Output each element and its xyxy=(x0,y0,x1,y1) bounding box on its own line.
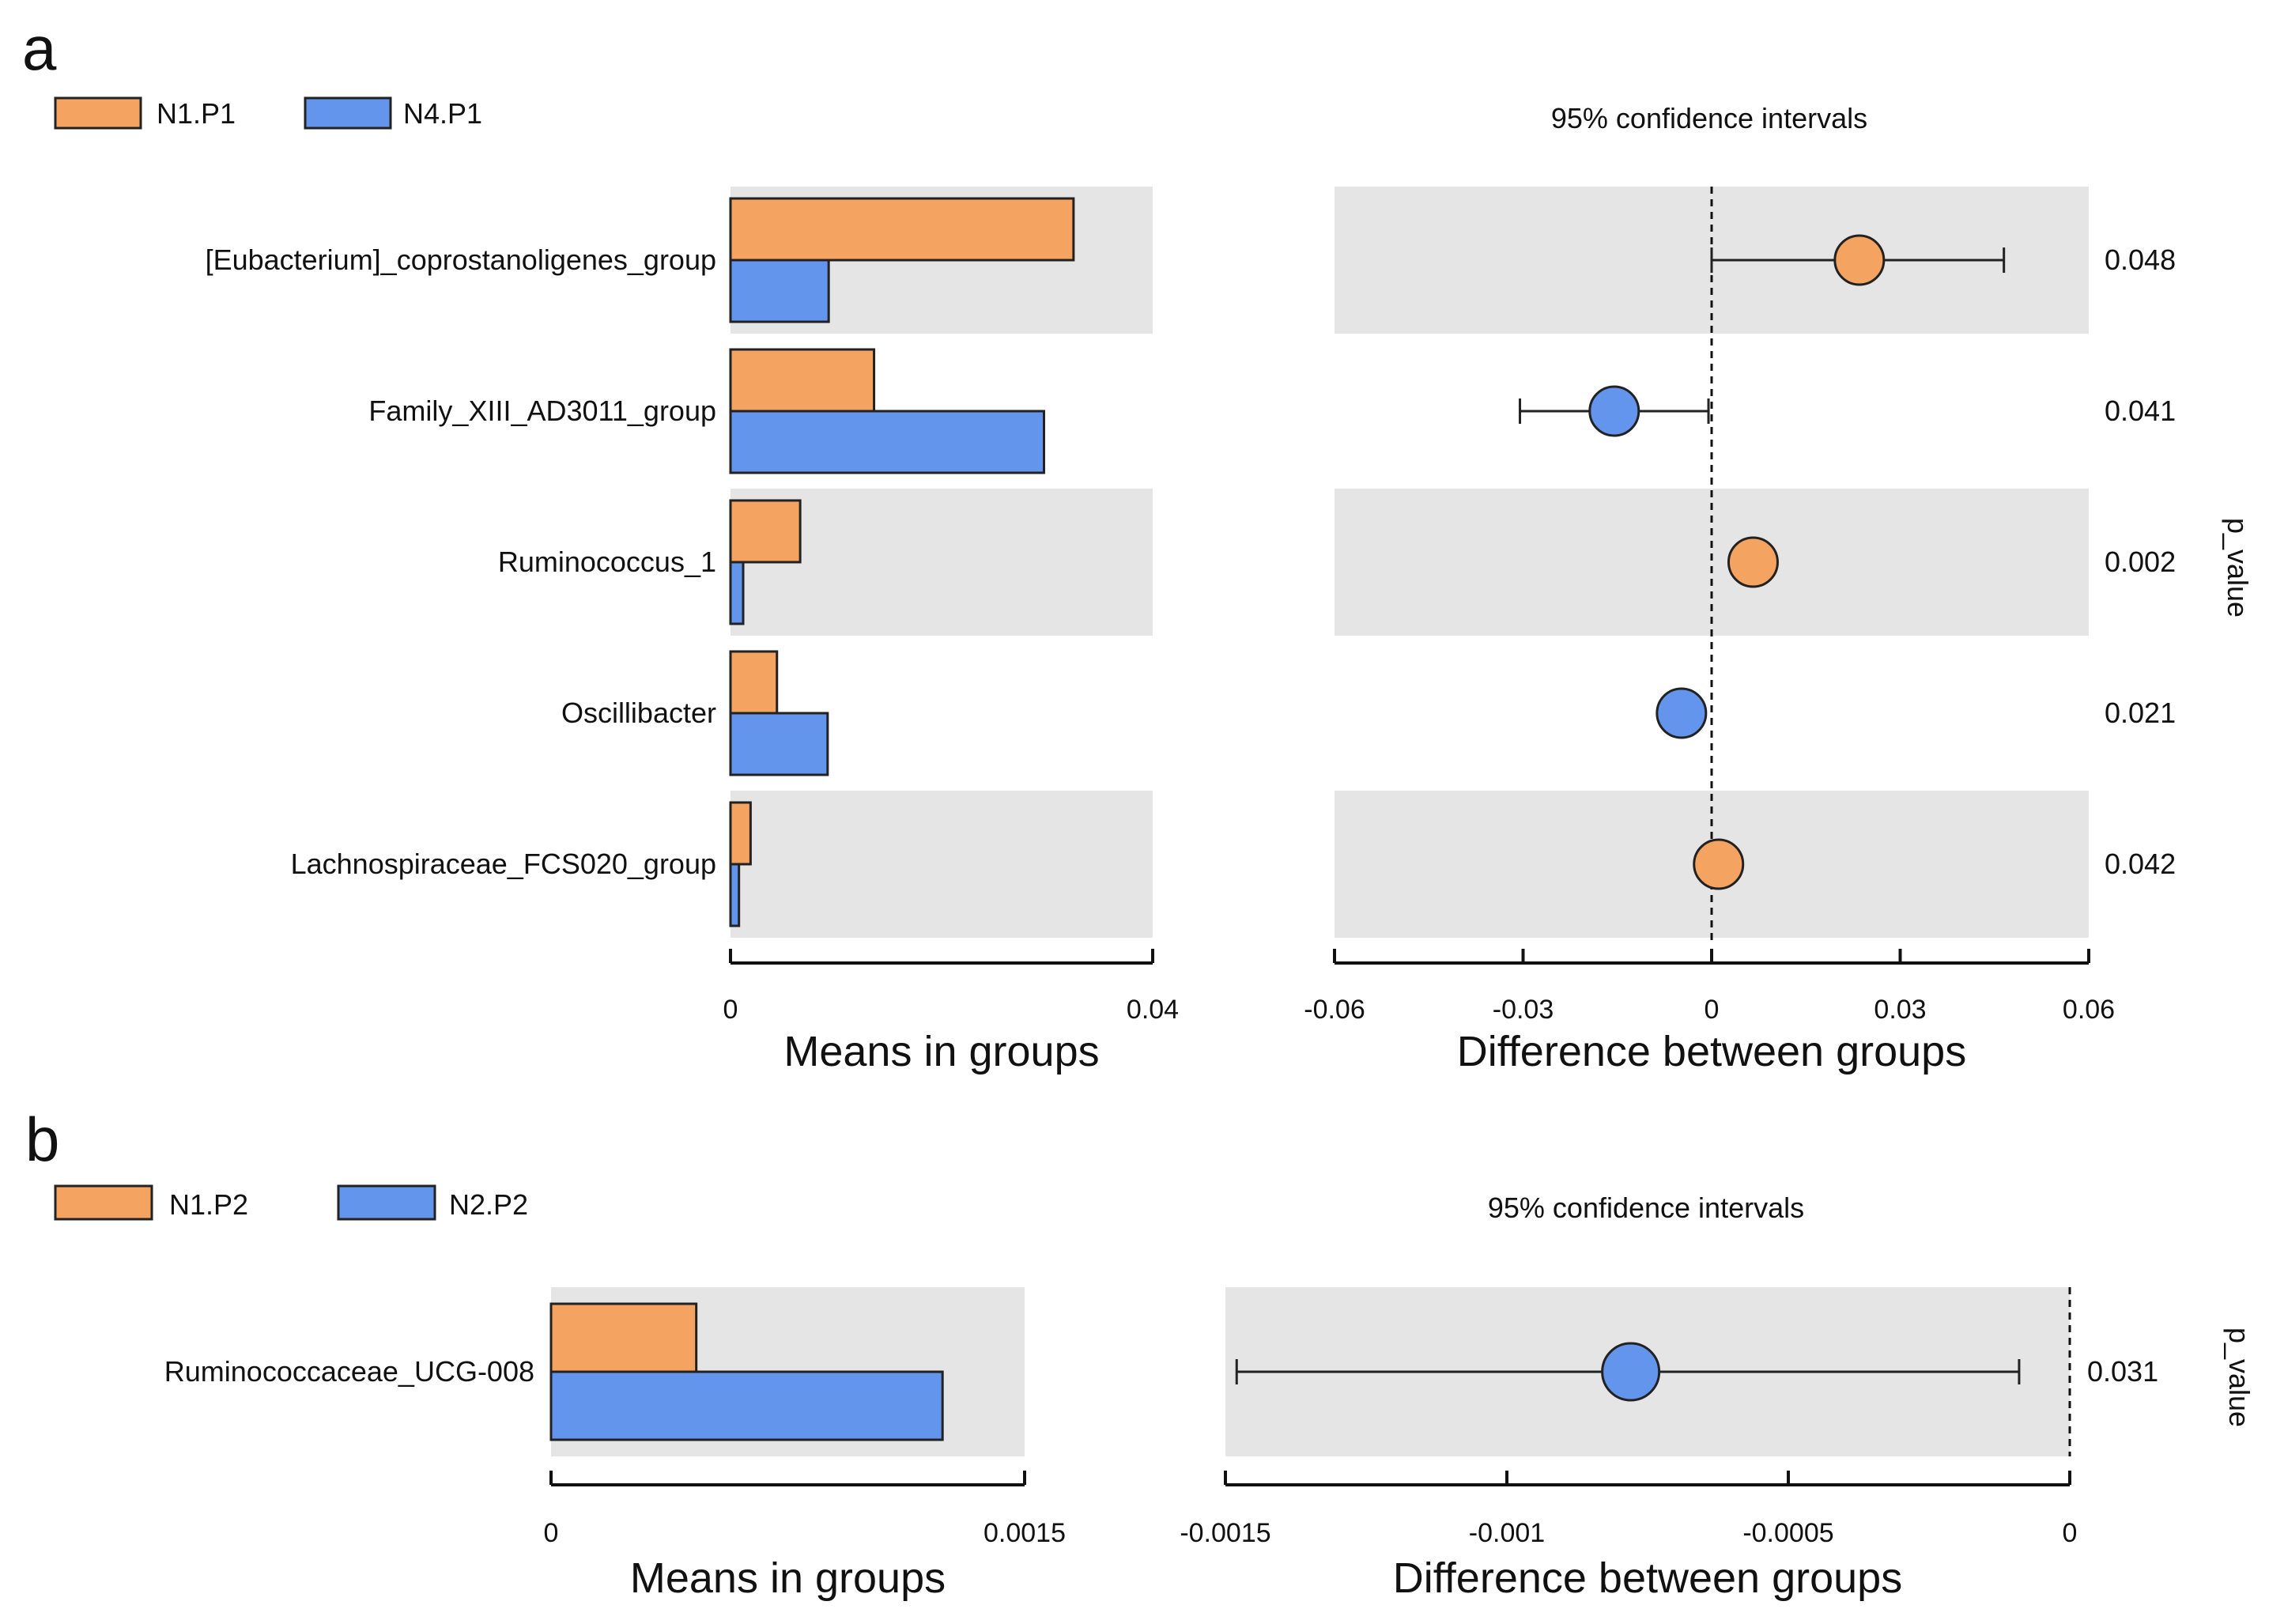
ci-point xyxy=(1601,1342,1661,1402)
category-label: Lachnospiraceae_FCS020_group xyxy=(291,848,716,880)
means-axis-title: Means in groups xyxy=(783,1028,1099,1075)
means-tick-label: 0 xyxy=(723,995,738,1025)
p-value: 0.042 xyxy=(2105,848,2176,880)
panel-letter: a xyxy=(22,13,57,83)
category-label: Ruminococcus_1 xyxy=(498,546,716,578)
legend-label: N1.P2 xyxy=(169,1188,248,1221)
bar-n1-p1 xyxy=(729,801,752,866)
ci-title: 95% confidence intervals xyxy=(1551,102,1867,134)
means-tick-label: 0 xyxy=(544,1518,559,1548)
panel-b: b N1.P2 N2.P2 95% confidence intervals Rumin… xyxy=(25,1105,2256,1602)
bar-n4-p1 xyxy=(729,410,1045,474)
p-value: 0.041 xyxy=(2105,395,2176,427)
p-value-axis-title: p_value xyxy=(2222,518,2254,617)
bar-n1-p1 xyxy=(729,348,876,413)
bar-n4-p1 xyxy=(729,259,830,323)
legend-label: N2.P2 xyxy=(449,1188,528,1221)
means-tick-label: 0.04 xyxy=(1127,995,1179,1025)
ci-point xyxy=(1693,838,1745,890)
panel-a: a N1.P1 N4.P1 95% confidence intervals [Euba… xyxy=(22,13,2254,1075)
p-value: 0.021 xyxy=(2105,697,2176,729)
legend-label: N4.P1 xyxy=(403,97,482,130)
bar-n1-p1 xyxy=(729,650,779,715)
bar-n4-p1 xyxy=(729,712,829,776)
diff-tick-label: 0 xyxy=(1705,995,1720,1025)
legend-swatch xyxy=(337,1184,436,1221)
diff-tick-label: 0.03 xyxy=(1874,995,1926,1025)
means-tick-label: 0.0015 xyxy=(983,1518,1066,1548)
p-value: 0.031 xyxy=(2087,1355,2158,1388)
category-label: Oscillibacter xyxy=(561,697,716,729)
ci-point xyxy=(1727,536,1779,588)
means-row-band xyxy=(731,791,1153,938)
diff-axis-title: Difference between groups xyxy=(1393,1554,1902,1602)
category-label: Family_XIII_AD3011_group xyxy=(368,395,716,427)
p-value-axis-title: p_value xyxy=(2223,1328,2256,1427)
diff-row-band xyxy=(1335,489,2089,636)
legend-swatch xyxy=(54,1184,153,1221)
bar-n2-p2 xyxy=(549,1370,944,1441)
bar-n1-p1 xyxy=(729,197,1075,262)
panel-letter: b xyxy=(25,1105,59,1174)
p-value: 0.048 xyxy=(2105,244,2176,276)
legend-swatch xyxy=(304,96,392,130)
bar-n1-p2 xyxy=(549,1302,698,1373)
ci-point xyxy=(1833,234,1886,286)
ci-point xyxy=(1588,385,1640,437)
category-label: [Eubacterium]_coprostanoligenes_group xyxy=(206,244,716,276)
diff-tick-label: 0.06 xyxy=(2063,995,2115,1025)
ci-title: 95% confidence intervals xyxy=(1488,1192,1804,1224)
ci-point xyxy=(1656,687,1708,739)
means-axis-title: Means in groups xyxy=(630,1554,946,1602)
bar-n4-p1 xyxy=(729,863,741,927)
diff-tick-label: -0.001 xyxy=(1469,1518,1545,1548)
diff-tick-label: -0.03 xyxy=(1493,995,1554,1025)
bar-n4-p1 xyxy=(729,561,745,625)
legend-label: N1.P1 xyxy=(157,97,236,130)
bar-n1-p1 xyxy=(729,499,802,564)
diff-tick-label: -0.06 xyxy=(1304,995,1365,1025)
diff-tick-label: -0.0005 xyxy=(1742,1518,1833,1548)
p-value: 0.002 xyxy=(2105,546,2176,578)
diff-tick-label: 0 xyxy=(2063,1518,2078,1548)
category-label: Ruminococcaceae_UCG-008 xyxy=(164,1355,534,1388)
diff-tick-label: -0.0015 xyxy=(1180,1518,1270,1548)
legend-swatch xyxy=(54,96,142,130)
diff-axis-title: Difference between groups xyxy=(1457,1028,1966,1075)
